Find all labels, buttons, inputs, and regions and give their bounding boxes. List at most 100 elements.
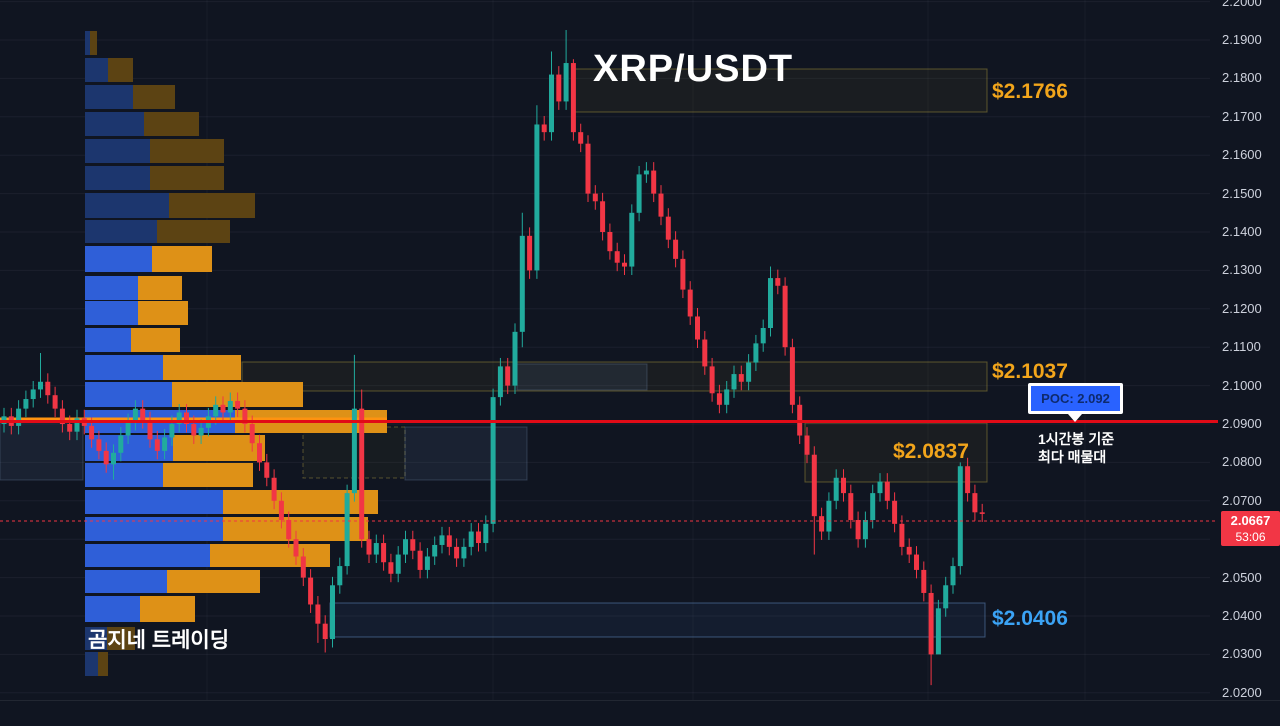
profile-bar-buy	[85, 570, 167, 593]
poc-line[interactable]	[0, 420, 1218, 423]
zone-supply-2-1766[interactable]	[574, 68, 988, 113]
candle-body	[403, 539, 408, 555]
candle-body	[30, 389, 36, 400]
candle-body	[629, 212, 635, 267]
volume-profile	[0, 31, 387, 676]
candle-body	[738, 374, 744, 382]
axis-tick: 2.1900	[1222, 32, 1262, 47]
candle-body	[89, 425, 95, 440]
candle-body	[293, 539, 299, 557]
axis-tick: 2.1300	[1222, 262, 1262, 278]
profile-bar-buy	[85, 596, 140, 622]
candle-body	[264, 462, 270, 478]
poc-annotation: 1시간봉 기준 최다 매물대	[1038, 430, 1114, 466]
candle-body	[140, 408, 146, 421]
candle-body	[826, 500, 832, 532]
candle-body	[59, 408, 65, 424]
price-lines	[0, 420, 1218, 522]
candle-body	[67, 424, 73, 432]
candle-body	[570, 63, 576, 133]
candle-body	[833, 477, 839, 501]
candle-body	[841, 477, 846, 494]
candle-body	[870, 493, 876, 520]
candle-body	[848, 493, 854, 520]
profile-bar-sell	[140, 596, 195, 622]
profile-bar-buy	[85, 220, 157, 243]
candle-body	[446, 535, 452, 547]
candle-body	[680, 258, 686, 290]
candle-body	[519, 235, 525, 332]
candle-body	[935, 608, 941, 655]
candle-body	[928, 592, 934, 655]
profile-bar-sell	[144, 112, 199, 136]
candle-body	[52, 395, 58, 409]
candle-body	[111, 452, 116, 465]
candle-body	[162, 437, 168, 451]
candle-body	[906, 546, 912, 555]
level-label-supply-2-1766: $2.1766	[992, 80, 1068, 103]
profile-bar-sell	[152, 246, 212, 272]
poc-callout[interactable]: POC: 2.092	[1028, 383, 1123, 414]
candle-body	[132, 408, 138, 423]
candle-body	[782, 285, 788, 348]
candle-body	[724, 389, 730, 405]
candle-body	[811, 454, 817, 517]
candle-body	[687, 289, 693, 317]
axis-tick: 2.1200	[1222, 300, 1262, 316]
candle-body	[45, 381, 51, 396]
price-axis[interactable]: 2.2000 2.1900 2.1800 2.1700 2.1600 2.1500 2.14…	[1218, 0, 1280, 700]
candle-body	[512, 331, 518, 386]
axis-tick: 2.0300	[1222, 646, 1262, 662]
profile-bar-sell	[133, 85, 175, 109]
candle-body	[527, 235, 533, 271]
candle-body	[249, 424, 255, 444]
candle-body	[789, 347, 795, 405]
candle-body	[746, 362, 752, 382]
profile-bar-buy	[85, 193, 169, 218]
zone-mid-2-1037[interactable]	[241, 361, 988, 392]
candle-body	[884, 481, 890, 501]
axis-tick: 2.0200	[1222, 684, 1262, 700]
candle-body	[804, 435, 810, 455]
profile-bar-sell	[210, 544, 330, 567]
candle-body	[235, 400, 241, 409]
candle-body	[373, 543, 379, 555]
axis-tick: 2.2000	[1222, 0, 1262, 9]
candle-body	[768, 278, 773, 328]
zone-slate-overlay-upper[interactable]	[516, 363, 648, 391]
candle-body	[220, 404, 226, 413]
profile-bar-sell	[167, 570, 260, 593]
zone-slate-mid[interactable]	[404, 426, 528, 481]
candle-body	[600, 201, 606, 232]
candle-body	[556, 74, 562, 102]
profile-bar-sell	[138, 301, 188, 325]
time-axis[interactable]	[0, 700, 1280, 726]
axis-tick: 2.1400	[1222, 224, 1262, 239]
profile-bar-buy	[85, 31, 90, 55]
profile-bar-buy	[85, 517, 223, 541]
axis-tick: 2.1500	[1222, 185, 1262, 201]
zone-demand-2-0837[interactable]	[804, 422, 988, 483]
candle-body	[622, 262, 627, 267]
profile-bar-sell	[163, 463, 253, 487]
candle-body	[417, 550, 423, 570]
candle-body	[862, 520, 868, 540]
zone-demand-2-0406[interactable]	[329, 602, 986, 638]
profile-bar-sell	[150, 166, 224, 190]
candle-body	[476, 531, 481, 544]
axis-tick: 2.0900	[1222, 416, 1262, 431]
candle-body	[914, 554, 919, 570]
axis-tick: 2.0500	[1222, 569, 1262, 585]
candle-body	[549, 74, 554, 133]
candle-body	[658, 193, 664, 217]
candle-body	[191, 424, 197, 436]
candle-body	[921, 569, 927, 593]
candle-body	[636, 174, 642, 213]
candle-body	[388, 562, 394, 574]
candle-body	[483, 523, 489, 544]
candle-body	[103, 450, 109, 465]
profile-bar-sell	[169, 193, 255, 218]
profile-bar-sell	[157, 220, 230, 243]
